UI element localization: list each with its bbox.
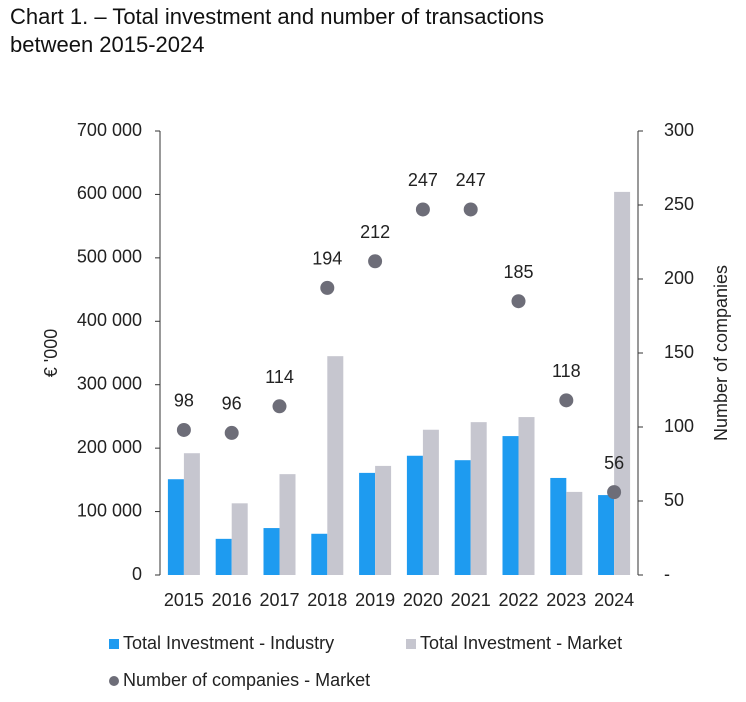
chart-title: between 2015-2024 bbox=[10, 32, 205, 57]
data-label: 98 bbox=[174, 391, 194, 411]
dot bbox=[511, 294, 526, 309]
x-tick-label: 2020 bbox=[403, 590, 443, 610]
bar bbox=[183, 453, 200, 575]
y2-tick-label: 150 bbox=[664, 342, 694, 362]
bar bbox=[406, 455, 423, 575]
bar bbox=[327, 356, 344, 575]
x-tick-label: 2024 bbox=[594, 590, 634, 610]
data-label: 247 bbox=[408, 170, 438, 190]
dot bbox=[320, 280, 335, 295]
y-tick-label: 100 000 bbox=[77, 500, 142, 520]
dot bbox=[272, 399, 287, 414]
legend-marker bbox=[406, 639, 416, 649]
data-label: 96 bbox=[222, 394, 242, 414]
bar bbox=[422, 429, 439, 575]
x-tick-label: 2017 bbox=[259, 590, 299, 610]
y-tick-label: 600 000 bbox=[77, 183, 142, 203]
dot bbox=[463, 202, 478, 217]
bar bbox=[167, 479, 184, 575]
bar bbox=[215, 538, 232, 575]
dot bbox=[559, 393, 574, 408]
bar bbox=[454, 460, 471, 575]
y-tick-label: 300 000 bbox=[77, 373, 142, 393]
legend-marker bbox=[109, 676, 119, 686]
y2-tick-label: 50 bbox=[664, 490, 684, 510]
bar bbox=[550, 477, 567, 575]
y-tick-label: 500 000 bbox=[77, 247, 142, 267]
x-tick-label: 2018 bbox=[307, 590, 347, 610]
bar bbox=[598, 495, 615, 575]
data-label: 212 bbox=[360, 222, 390, 242]
bar bbox=[231, 503, 248, 575]
dot bbox=[224, 425, 239, 440]
legend-label: Number of companies - Market bbox=[123, 670, 370, 690]
y-axis-label: € '000 bbox=[41, 329, 61, 377]
y2-axis-label: Number of companies bbox=[711, 265, 731, 441]
dot bbox=[607, 485, 622, 500]
data-label: 247 bbox=[456, 170, 486, 190]
bar bbox=[470, 422, 487, 575]
y-tick-label: 400 000 bbox=[77, 310, 142, 330]
x-tick-label: 2023 bbox=[546, 590, 586, 610]
bar bbox=[518, 417, 535, 575]
x-tick-label: 2022 bbox=[498, 590, 538, 610]
y2-tick-label: 250 bbox=[664, 194, 694, 214]
data-label: 114 bbox=[265, 367, 294, 387]
bar bbox=[359, 472, 376, 575]
legend-marker bbox=[109, 639, 119, 649]
y2-tick-label: 300 bbox=[664, 120, 694, 140]
legend-label: Total Investment - Market bbox=[420, 633, 622, 653]
chart-title: Chart 1. – Total investment and number o… bbox=[10, 4, 544, 29]
x-tick-label: 2015 bbox=[164, 590, 204, 610]
bar bbox=[614, 191, 631, 576]
y-tick-label: 0 bbox=[132, 564, 142, 584]
bar bbox=[502, 436, 519, 575]
y-tick-label: 700 000 bbox=[77, 120, 142, 140]
data-label: 194 bbox=[312, 249, 342, 269]
legend-label: Total Investment - Industry bbox=[123, 633, 334, 653]
y2-tick-label: - bbox=[664, 564, 670, 584]
x-tick-label: 2021 bbox=[451, 590, 491, 610]
dot bbox=[415, 202, 430, 217]
data-label: 185 bbox=[503, 262, 533, 282]
y2-tick-label: 100 bbox=[664, 416, 694, 436]
x-tick-label: 2016 bbox=[212, 590, 252, 610]
bar bbox=[375, 465, 392, 575]
bar bbox=[566, 491, 583, 575]
y2-tick-label: 200 bbox=[664, 268, 694, 288]
y-tick-label: 200 000 bbox=[77, 437, 142, 457]
bar bbox=[279, 474, 296, 575]
x-tick-label: 2019 bbox=[355, 590, 395, 610]
bar bbox=[263, 528, 280, 575]
data-label: 118 bbox=[552, 361, 581, 381]
data-label: 56 bbox=[604, 453, 624, 473]
dot bbox=[176, 422, 191, 437]
bar bbox=[311, 533, 328, 575]
dot bbox=[368, 254, 383, 269]
